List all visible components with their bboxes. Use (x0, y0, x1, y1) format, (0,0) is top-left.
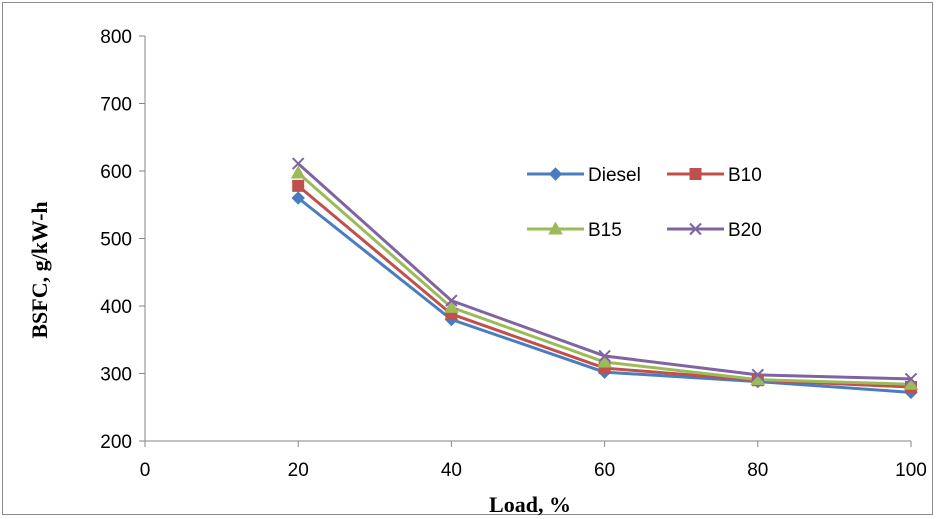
x-axis-title: Load, % (489, 492, 571, 517)
data-point-diesel (291, 191, 305, 205)
marker-stroke (751, 368, 765, 382)
legend-label: B15 (588, 220, 622, 241)
tick-labels: 200 300 400 500 600 700 800 0 20 40 60 80 100 (100, 27, 927, 481)
y-tick-label: 300 (100, 365, 132, 386)
marker-stroke (445, 294, 458, 307)
y-tick-label: 200 (100, 432, 132, 453)
marker-stroke (904, 372, 918, 386)
legend-swatch-marker (689, 168, 702, 180)
legend: Diesel B10 B15 B20 (527, 165, 762, 241)
x-tick-label: 20 (288, 460, 309, 481)
x-tick-label: 40 (441, 460, 462, 481)
legend-label: Diesel (588, 165, 641, 186)
y-tick-label: 800 (100, 27, 132, 48)
data-point-b15 (597, 354, 612, 368)
axes (139, 35, 912, 447)
x-tick-label: 60 (594, 460, 615, 481)
series-line-b15 (297, 171, 912, 386)
data-point-b20 (291, 157, 305, 170)
legend-item-b20: B20 (667, 220, 762, 241)
marker-stroke (598, 349, 611, 363)
legend-swatch-marker (548, 167, 563, 181)
data-point-b10 (292, 179, 305, 192)
y-tick-label: 600 (100, 162, 132, 183)
legend-label: B20 (728, 220, 762, 241)
x-tick-label: 100 (895, 460, 927, 481)
data-point-b15 (290, 165, 306, 179)
legend-item-b15: B15 (527, 220, 622, 241)
marker-stroke (689, 222, 702, 236)
data-point-b20 (598, 349, 611, 363)
data-point-b15 (444, 299, 459, 313)
y-tick-label: 500 (100, 230, 132, 251)
data-point-b20 (445, 294, 458, 307)
legend-item-diesel: Diesel (527, 165, 641, 186)
marker-stroke (291, 157, 305, 170)
legend-swatch-marker (548, 221, 563, 235)
series-markers (290, 157, 919, 400)
legend-item-b10: B10 (667, 165, 762, 186)
legend-swatch-marker (689, 222, 702, 236)
x-tick-label: 80 (747, 460, 768, 481)
y-tick-label: 400 (100, 297, 132, 318)
legend-label: B10 (728, 165, 762, 186)
data-point-b20 (751, 368, 765, 382)
x-tick-label: 0 (140, 460, 151, 481)
y-axis-title: BSFC, g/kW-h (27, 201, 52, 338)
data-point-b20 (904, 372, 918, 386)
y-tick-label: 700 (100, 95, 132, 116)
